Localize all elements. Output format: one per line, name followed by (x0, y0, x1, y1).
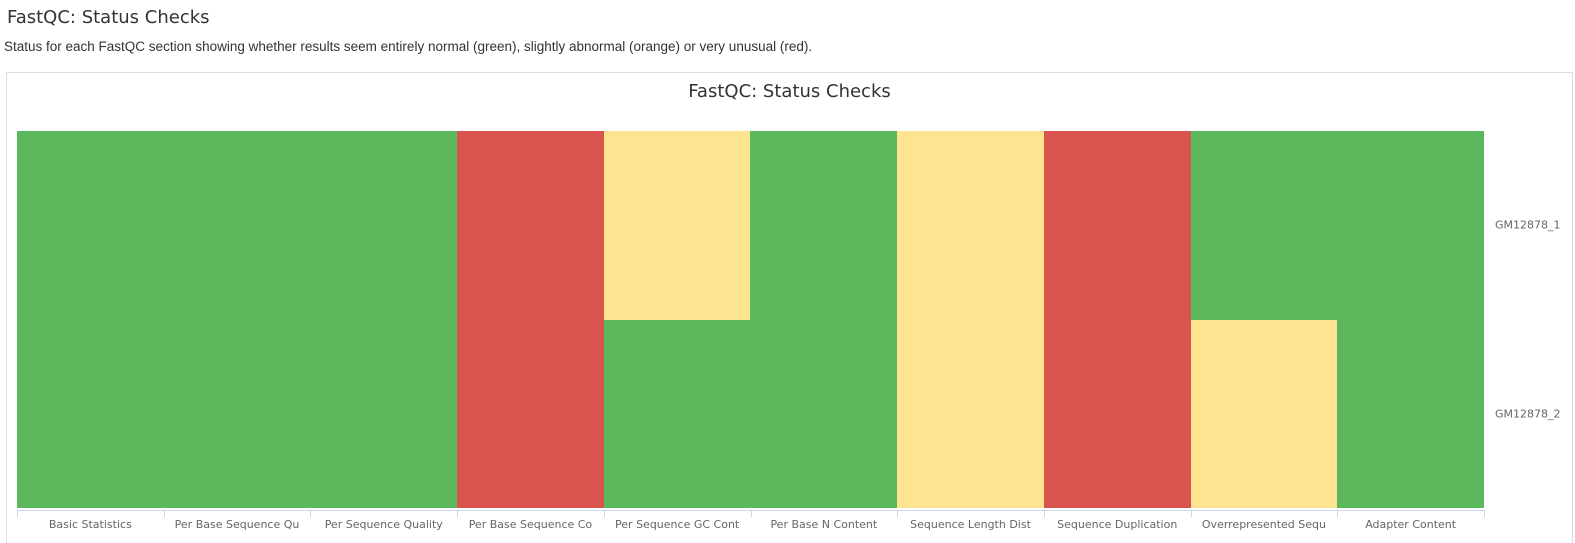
heatmap-cell-GM12878_2-per-base-n-content[interactable] (750, 319, 898, 508)
x-axis-label: Per Base Sequence Co (468, 518, 593, 531)
x-axis-tick (1043, 510, 1045, 517)
heatmap-cell-GM12878_1-per-base-n-content[interactable] (750, 131, 898, 320)
chart-title: FastQC: Status Checks (688, 81, 891, 102)
x-axis-tick (457, 510, 459, 517)
x-axis-tick (750, 510, 752, 517)
y-axis-label: GM12878_1 (1495, 218, 1561, 232)
x-axis-tick (1484, 510, 1485, 517)
x-axis-tick (163, 510, 165, 517)
x-axis-label: Basic Statistics (48, 518, 132, 531)
heatmap-cell-GM12878_2-per-sequence-quality[interactable] (310, 319, 458, 508)
heatmap-cell-GM12878_1-per-base-sequence-co[interactable] (457, 131, 604, 320)
x-axis-label: Per Base N Content (770, 518, 878, 531)
heatmap-cell-GM12878_2-per-base-sequence-qu[interactable] (163, 319, 311, 508)
heatmap-cell-GM12878_2-basic-statistics[interactable] (17, 319, 164, 508)
status-checks-chart-card: FastQC: Status Checks Basic Statistics Pe… (6, 72, 1573, 543)
x-axis-label: Adapter Content (1365, 518, 1457, 531)
heatmap-cell-GM12878_1-per-base-sequence-qu[interactable] (163, 131, 311, 320)
x-axis-tick (310, 510, 312, 517)
x-axis-tick (17, 510, 18, 517)
x-axis-label: Sequence Duplication (1057, 518, 1178, 531)
y-axis-label: GM12878_2 (1495, 407, 1561, 421)
heatmap-cell-GM12878_2-adapter-content[interactable] (1337, 319, 1484, 508)
heatmap-grid (17, 131, 1484, 508)
heatmap-cell-GM12878_1-per-sequence-quality[interactable] (310, 131, 458, 320)
heatmap-cell-GM12878_1-basic-statistics[interactable] (17, 131, 164, 320)
heatmap-cell-GM12878_1-sequence-duplication[interactable] (1043, 131, 1191, 320)
heatmap-cell-GM12878_2-per-base-sequence-co[interactable] (457, 319, 604, 508)
x-axis-label: Per Sequence Quality (324, 518, 443, 531)
x-axis-label: Sequence Length Dist (910, 518, 1031, 531)
heatmap-cell-GM12878_2-per-sequence-gc-cont[interactable] (603, 319, 751, 508)
heatmap-cell-GM12878_1-overrepresented-sequ[interactable] (1190, 131, 1338, 320)
x-axis-label: Overrepresented Sequ (1201, 518, 1326, 531)
heatmap-cell-GM12878_2-sequence-length-dist[interactable] (897, 319, 1044, 508)
x-axis-tick (1337, 510, 1339, 517)
x-axis-tick (603, 510, 605, 517)
page-title: FastQC: Status Checks (7, 7, 210, 28)
heatmap-cell-GM12878_1-adapter-content[interactable] (1337, 131, 1484, 320)
x-axis-tick (1190, 510, 1192, 517)
heatmap-cell-GM12878_2-overrepresented-sequ[interactable] (1190, 319, 1338, 508)
page-description: Status for each FastQC section showing w… (4, 39, 813, 54)
x-axis-tick (897, 510, 899, 517)
heatmap-cell-GM12878_1-per-sequence-gc-cont[interactable] (603, 131, 751, 320)
x-axis-label: Per Base Sequence Qu (174, 518, 300, 531)
heatmap-cell-GM12878_2-sequence-duplication[interactable] (1043, 319, 1191, 508)
x-axis-label: Per Sequence GC Cont (615, 518, 740, 531)
heatmap-cell-GM12878_1-sequence-length-dist[interactable] (897, 131, 1044, 320)
